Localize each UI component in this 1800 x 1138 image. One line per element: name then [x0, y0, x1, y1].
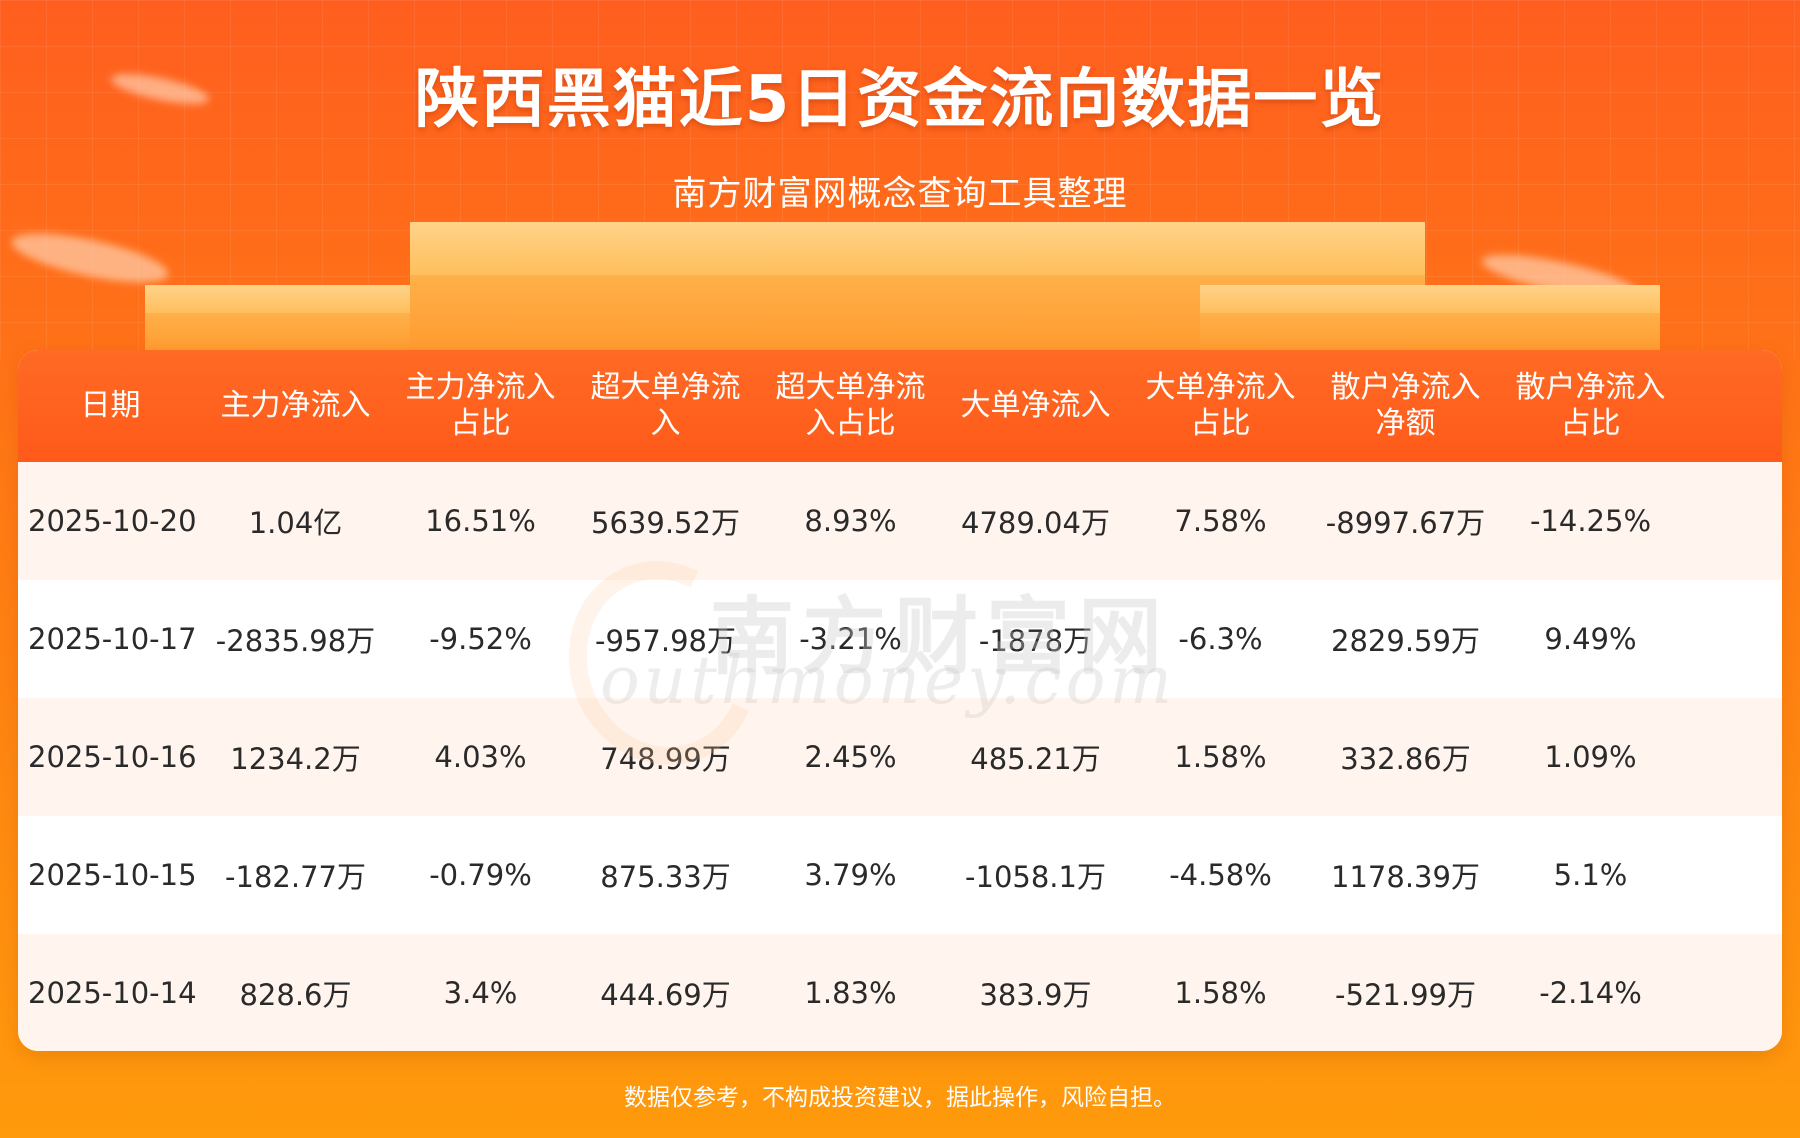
cell-value: 444.69万 — [600, 978, 731, 1012]
column-header-line: 净额 — [1375, 406, 1436, 441]
cell-value: -8997.67万 — [1325, 506, 1486, 540]
cell-value: 7.58% — [1174, 504, 1267, 538]
cell-date: 2025-10-14 — [28, 976, 197, 1010]
cell-value: -0.79% — [429, 858, 532, 892]
column-header-line: 大单净流入 — [960, 388, 1111, 423]
cell-value: 8.93% — [804, 504, 897, 538]
cell-value: -1878万 — [978, 624, 1093, 658]
column-header-line: 散户净流入 — [1330, 370, 1481, 405]
cell-value: 9.49% — [1544, 622, 1637, 656]
column-header-5: 大单净流入 — [943, 350, 1128, 462]
cell-value: -957.98万 — [595, 624, 736, 658]
cell-value: 828.6万 — [239, 978, 352, 1012]
fund-flow-table: 日期 主力净流入 主力净流入 占比 超大单净流入超大单净流 入占比 大单净流入 大单净流入 占比… — [18, 350, 1782, 1051]
cell-value: 1.58% — [1174, 740, 1267, 774]
cell-value: -9.52% — [429, 622, 532, 656]
column-header-line: 占比 — [450, 406, 511, 441]
cell-value: -182.77万 — [225, 860, 366, 894]
table-row: 2025-10-14 828.6万 3.4% 444.69万 1.83% 383.9万 1.… — [18, 934, 1782, 1051]
column-header-line: 超大单净流 — [590, 370, 741, 405]
page-title: 陕西黑猫近5日资金流向数据一览 — [414, 63, 1386, 137]
cell-value: -521.99万 — [1335, 978, 1476, 1012]
cell-value: 485.21万 — [970, 742, 1101, 776]
column-header-1: 主力净流入 — [203, 350, 388, 462]
cell-date: 2025-10-17 — [28, 622, 197, 656]
cell-date: 2025-10-20 — [28, 504, 197, 538]
column-header-line: 散户净流入 — [1515, 370, 1666, 405]
column-header-8: 散户净流入 占比 — [1498, 350, 1683, 462]
cell-value: 4.03% — [434, 740, 527, 774]
cell-value: 1.83% — [804, 976, 897, 1010]
cell-value: -14.25% — [1529, 504, 1652, 538]
column-header-line: 超大单净流 — [775, 370, 926, 405]
column-header-0: 日期 — [18, 350, 203, 462]
cell-value: 2829.59万 — [1331, 624, 1480, 658]
cell-value: -1058.1万 — [965, 860, 1106, 894]
column-header-line: 大单净流入 — [1145, 370, 1296, 405]
cell-value: 3.4% — [443, 976, 518, 1010]
cell-value: 1.58% — [1174, 976, 1267, 1010]
cell-value: 1.04亿 — [248, 506, 343, 540]
table-row: 2025-10-20 1.04亿 16.51% 5639.52万 8.93% 4789.0… — [18, 462, 1782, 580]
cell-value: 5639.52万 — [591, 506, 740, 540]
disclaimer: 数据仅参考，不构成投资建议，据此操作，风险自担。 — [624, 1085, 1176, 1111]
column-header-line: 占比 — [1190, 406, 1251, 441]
table-row: 2025-10-17 -2835.98万 -9.52% -957.98万 -3.21% -… — [18, 580, 1782, 698]
column-header-4: 超大单净流 入占比 — [758, 350, 943, 462]
table-header: 日期 主力净流入 主力净流入 占比 超大单净流入超大单净流 入占比 大单净流入 大单净流入 占比… — [18, 350, 1782, 462]
cell-value: -6.3% — [1178, 622, 1263, 656]
column-header-2: 主力净流入 占比 — [388, 350, 573, 462]
column-header-line: 占比 — [1560, 406, 1621, 441]
cell-value: -2.14% — [1539, 976, 1642, 1010]
column-header-3: 超大单净流入 — [573, 350, 758, 462]
cell-value: -3.21% — [799, 622, 902, 656]
cell-value: 2.45% — [804, 740, 897, 774]
column-header-line: 入占比 — [805, 406, 896, 441]
table-row: 2025-10-15 -182.77万 -0.79% 875.33万 3.79% -105… — [18, 816, 1782, 934]
cell-value: -2835.98万 — [215, 624, 376, 658]
cell-value: 1234.2万 — [230, 742, 361, 776]
column-header-6: 大单净流入 占比 — [1128, 350, 1313, 462]
column-header-line: 主力净流入 — [220, 388, 371, 423]
cell-value: 3.79% — [804, 858, 897, 892]
cell-value: 5.1% — [1553, 858, 1628, 892]
cell-value: 16.51% — [425, 504, 536, 538]
cell-date: 2025-10-15 — [28, 858, 197, 892]
decor-podium-right — [1200, 285, 1660, 355]
cell-value: 1.09% — [1544, 740, 1637, 774]
cell-value: 4789.04万 — [961, 506, 1110, 540]
cell-value: 332.86万 — [1340, 742, 1471, 776]
column-header-line: 主力净流入 — [405, 370, 556, 405]
cell-date: 2025-10-16 — [28, 740, 197, 774]
table-row: 2025-10-16 1234.2万 4.03% 748.99万 2.45% 485.21… — [18, 698, 1782, 816]
cell-value: 875.33万 — [600, 860, 731, 894]
page-subtitle: 南方财富网概念查询工具整理 — [672, 174, 1128, 214]
column-header-line: 日期 — [80, 388, 141, 423]
cell-value: 1178.39万 — [1331, 860, 1480, 894]
column-header-7: 散户净流入 净额 — [1313, 350, 1498, 462]
cell-value: -4.58% — [1169, 858, 1272, 892]
cell-value: 748.99万 — [600, 742, 731, 776]
column-header-line: 入 — [650, 406, 681, 441]
cell-value: 383.9万 — [979, 978, 1092, 1012]
